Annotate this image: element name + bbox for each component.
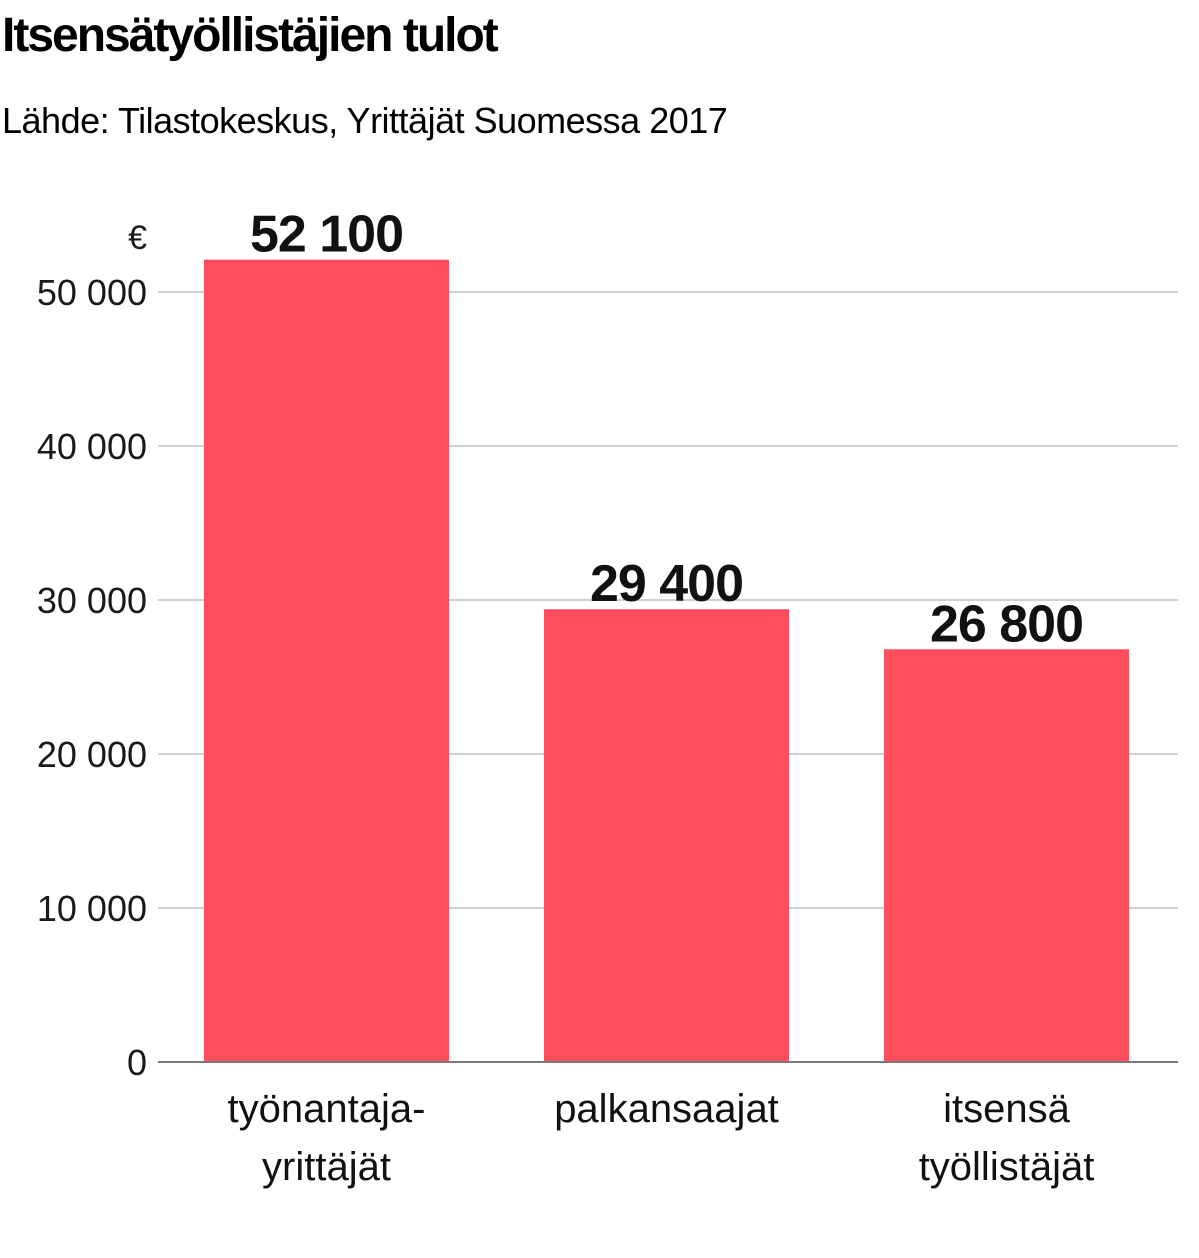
y-tick-label: 50 000 — [37, 272, 147, 313]
y-tick-label: 30 000 — [37, 580, 147, 621]
category-label: yrittäjät — [262, 1145, 391, 1189]
y-tick-label: 20 000 — [37, 734, 147, 775]
y-tick-label: 10 000 — [37, 888, 147, 929]
category-label: työllistäjät — [919, 1145, 1095, 1189]
bar-2 — [884, 649, 1129, 1062]
value-label: 29 400 — [590, 555, 743, 613]
bars — [204, 259, 1129, 1062]
bar-1 — [544, 609, 789, 1062]
value-label: 52 100 — [250, 206, 403, 264]
bar-0 — [204, 259, 449, 1062]
category-label: palkansaajat — [554, 1087, 779, 1131]
y-axis-unit-label: € — [128, 219, 147, 257]
category-label: itsensä — [943, 1087, 1070, 1131]
chart-subtitle: Lähde: Tilastokeskus, Yrittäjät Suomessa… — [2, 100, 728, 141]
chart-title: Itsensätyöllistäjien tulot — [2, 9, 499, 62]
category-label: työnantaja- — [228, 1087, 426, 1131]
y-tick-label: 40 000 — [37, 426, 147, 467]
labels: 0 10 000 20 000 30 000 40 000 50 000 € 52 100 ty… — [37, 206, 1094, 1189]
value-label: 26 800 — [930, 595, 1083, 653]
y-tick-label: 0 — [127, 1042, 147, 1083]
